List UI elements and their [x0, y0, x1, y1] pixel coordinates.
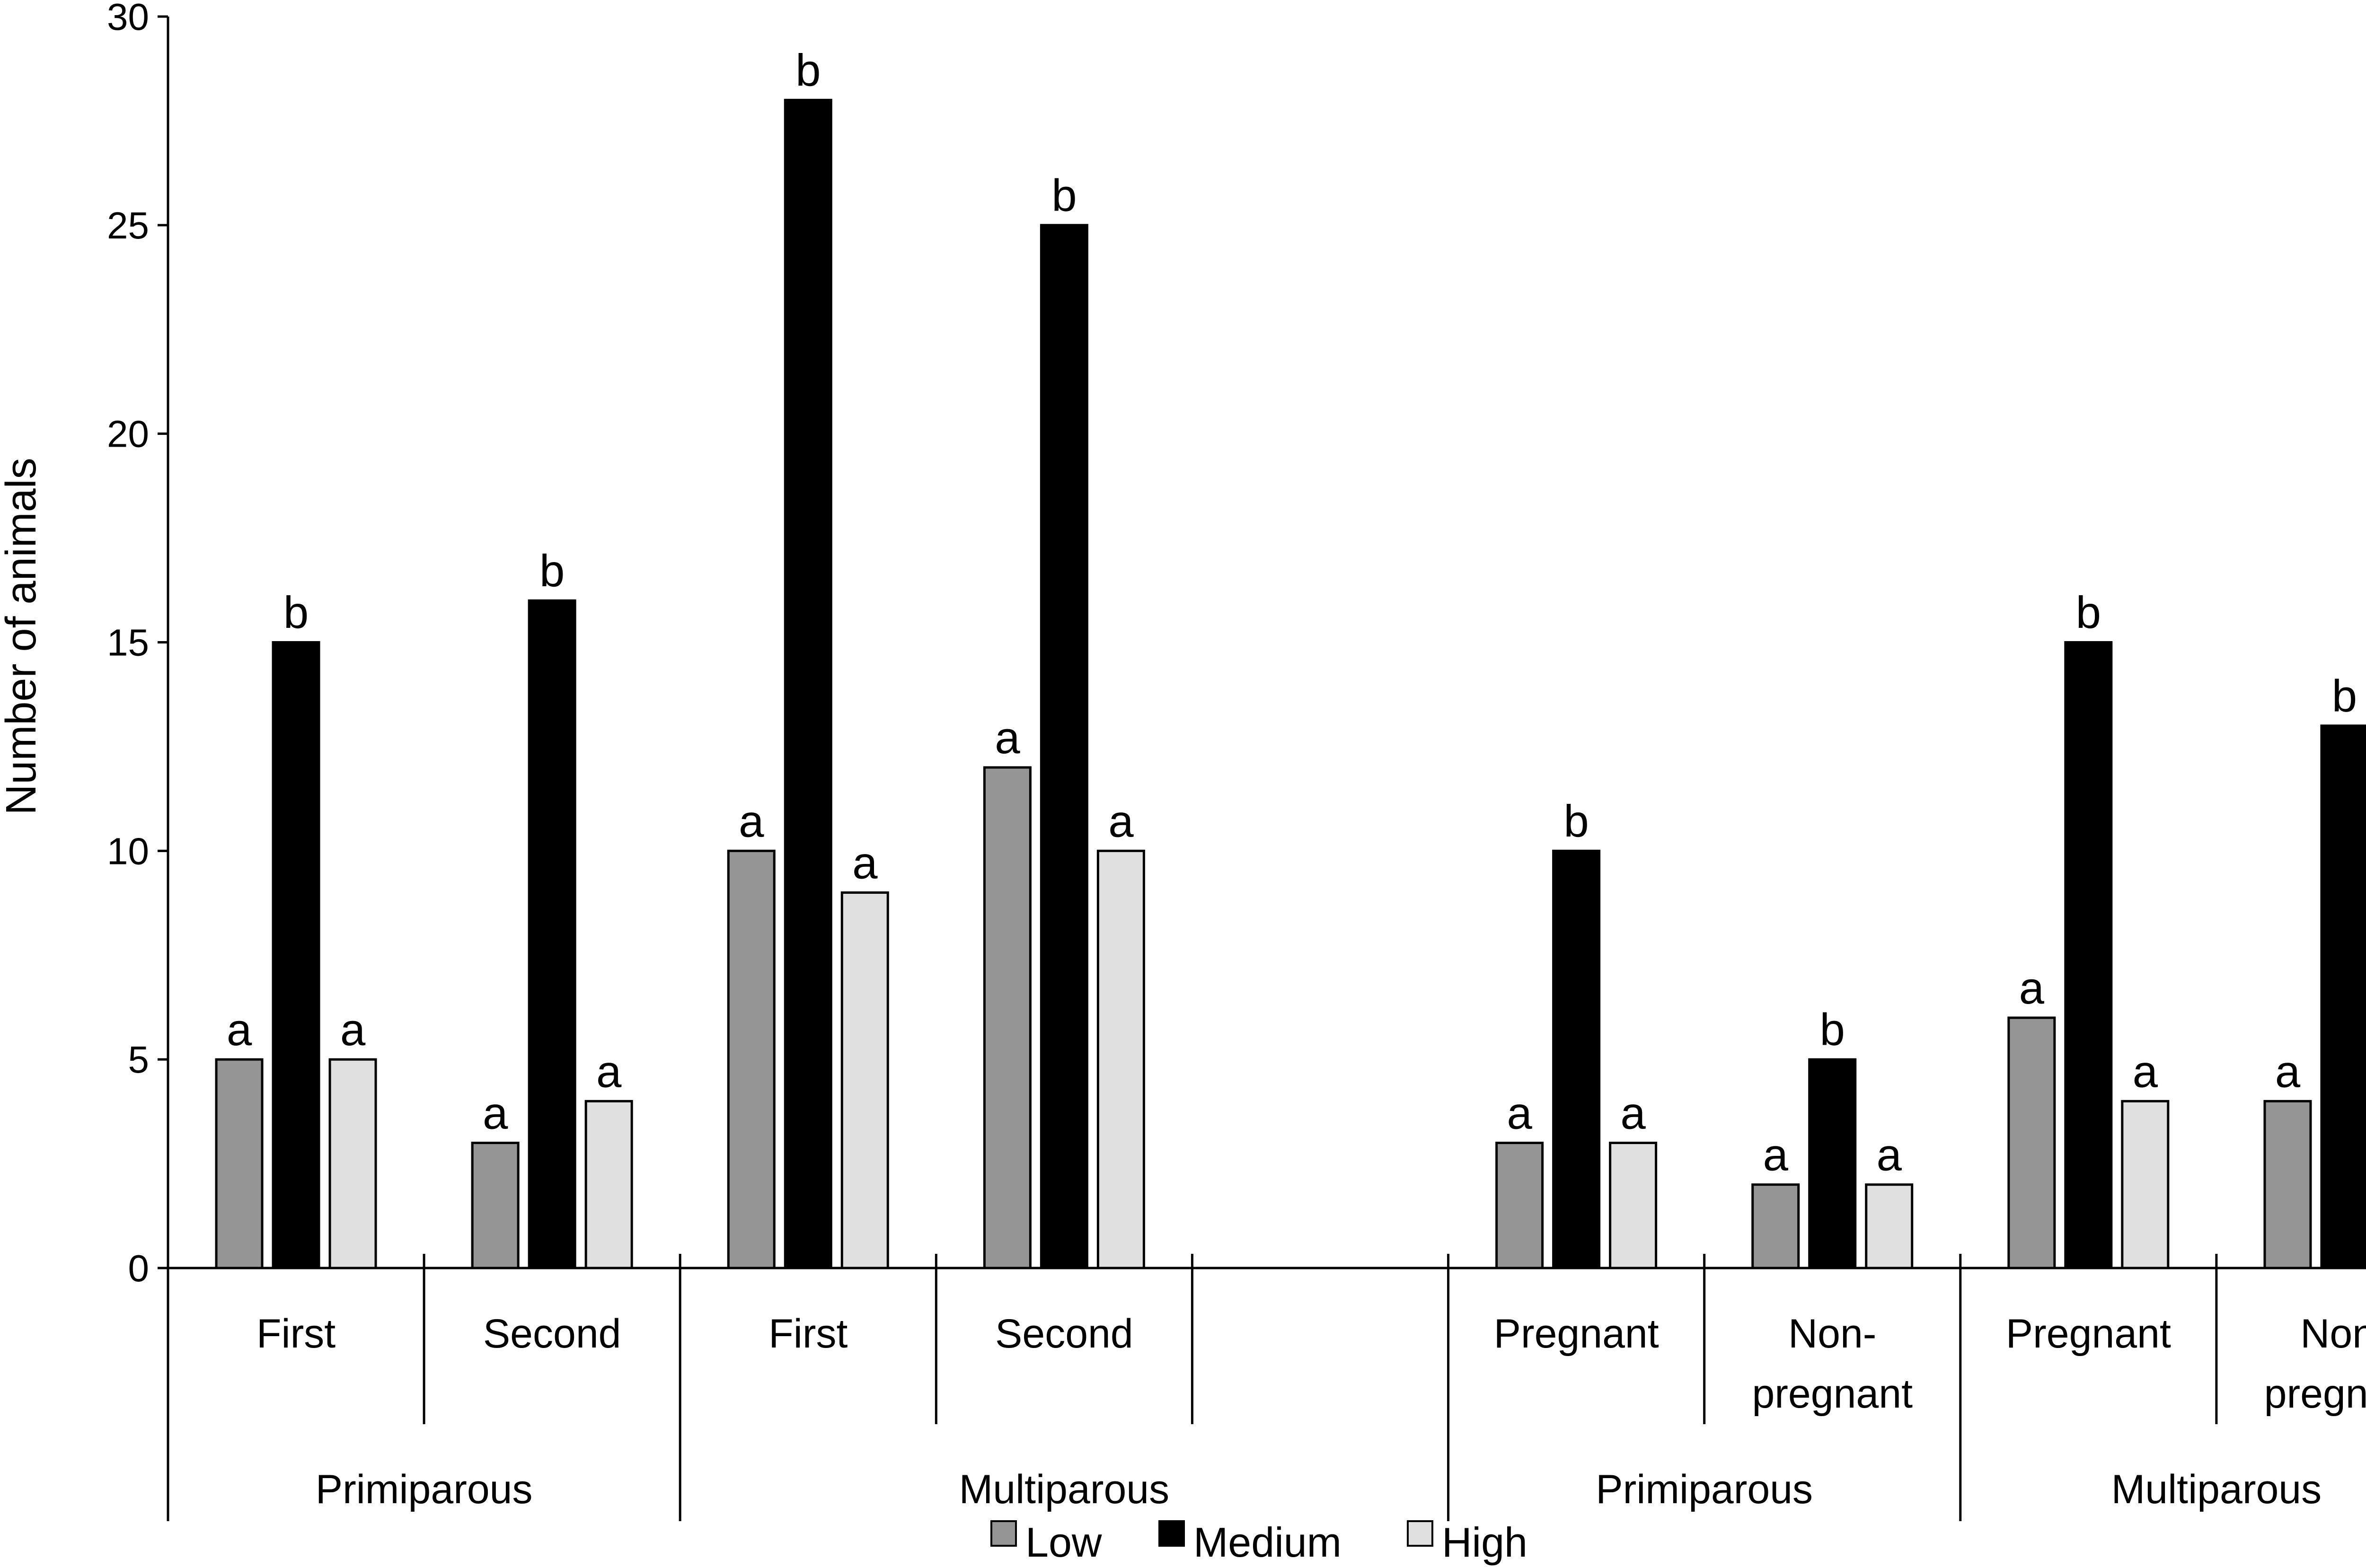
significance-label: a [852, 838, 878, 889]
significance-label: b [2332, 671, 2357, 722]
bar-low [471, 1142, 520, 1269]
significance-label: b [1051, 170, 1077, 221]
significance-label: a [596, 1046, 622, 1097]
significance-label: b [795, 45, 821, 96]
legend-label: High [1442, 1519, 1527, 1566]
y-tick-label: 15 [107, 622, 149, 664]
bar-low [1751, 1183, 1800, 1269]
significance-label: a [340, 1004, 366, 1055]
legend-swatch [1407, 1520, 1433, 1547]
group-label: Primiparous [1596, 1467, 1813, 1512]
category-label: Non- [2300, 1311, 2366, 1357]
bar-low [2263, 1100, 2312, 1269]
significance-label: a [1877, 1130, 1902, 1180]
bar-high [1096, 849, 1145, 1269]
bar-high [840, 891, 889, 1269]
y-axis-title: Number of animals [0, 458, 45, 815]
category-label: pregnant [2264, 1371, 2366, 1417]
category-label: Pregnant [2006, 1311, 2171, 1357]
plot-area: 0 5 10 15 20 25 30 First Second First Second Pregna… [107, 0, 2366, 1566]
bar-medium [528, 599, 576, 1269]
significance-label: a [1620, 1088, 1646, 1139]
significance-label: a [483, 1088, 508, 1139]
significance-label: a [227, 1004, 252, 1055]
bar-low [215, 1058, 264, 1269]
y-tick-label: 10 [107, 830, 149, 872]
y-tick-label: 30 [107, 0, 149, 38]
bar-medium [1552, 849, 1601, 1269]
bar-medium [784, 98, 832, 1269]
bar-low [1495, 1142, 1544, 1269]
y-tick-label: 25 [107, 204, 149, 247]
bar-high [1609, 1142, 1658, 1269]
category-label: First [768, 1311, 848, 1357]
bar-medium [1040, 224, 1088, 1269]
significance-label: a [739, 796, 764, 846]
bar-low [727, 849, 776, 1269]
bar-medium [2320, 724, 2366, 1269]
significance-label: a [2019, 963, 2045, 1013]
bar-high [2121, 1100, 2170, 1269]
category-label: Second [995, 1311, 1133, 1357]
group-label: Multiparous [959, 1467, 1170, 1512]
significance-label: a [1108, 796, 1134, 846]
legend-label: Low [1025, 1519, 1102, 1566]
category-label: Non- [1788, 1311, 1876, 1357]
category-label: pregnant [1752, 1371, 1913, 1417]
significance-label: b [283, 588, 309, 638]
bar-high [584, 1100, 633, 1269]
significance-label: b [1820, 1004, 1845, 1055]
group-label: Primiparous [316, 1467, 533, 1512]
legend-swatch [1158, 1520, 1185, 1547]
significance-label: b [1563, 796, 1589, 846]
category-label: Pregnant [1494, 1311, 1659, 1357]
significance-label: a [1507, 1088, 1532, 1139]
category-label: Second [483, 1311, 621, 1357]
bar-high [328, 1058, 377, 1269]
y-tick-label: 20 [107, 413, 149, 455]
bar-low [983, 766, 1032, 1269]
significance-label: a [2133, 1046, 2158, 1097]
significance-label: a [995, 713, 1020, 763]
bar-medium [2064, 641, 2113, 1269]
y-tick-label: 5 [128, 1039, 150, 1081]
significance-label: b [539, 546, 565, 596]
legend-label: Medium [1193, 1519, 1342, 1566]
significance-label: b [2076, 588, 2101, 638]
significance-label: a [1763, 1130, 1789, 1180]
bar-medium [1808, 1058, 1857, 1269]
category-label: First [256, 1311, 335, 1357]
bar-low [2007, 1016, 2056, 1269]
significance-label: a [2275, 1046, 2301, 1097]
y-tick-label: 0 [128, 1247, 150, 1289]
legend-swatch [990, 1520, 1017, 1547]
bar-medium [272, 641, 320, 1269]
bar-high [1865, 1183, 1914, 1269]
group-label: Multiparous [2111, 1467, 2322, 1512]
